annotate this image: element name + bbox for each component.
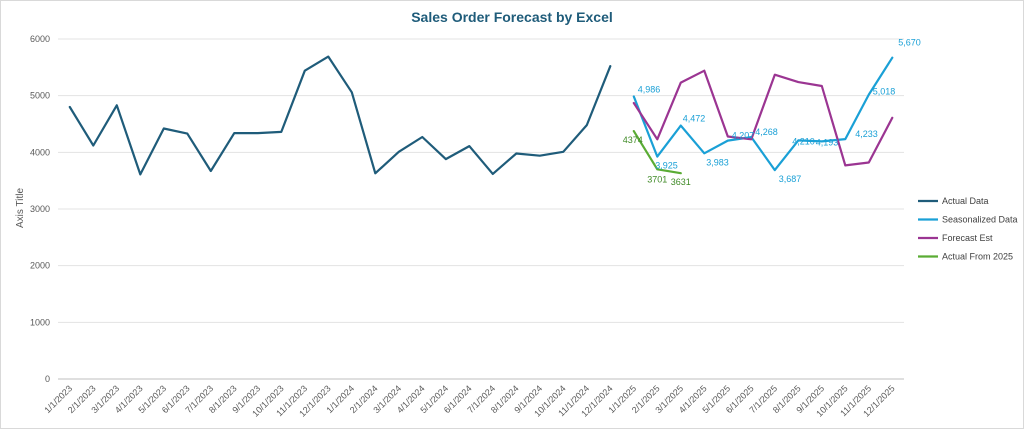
data-label-seasonalized: 5,670 xyxy=(898,38,921,48)
data-label-seasonalized: 4,210 xyxy=(792,136,815,146)
legend-label: Actual From 2025 xyxy=(942,252,1013,262)
series-lines xyxy=(68,55,894,176)
series-line-1 xyxy=(632,56,894,172)
x-axis-ticks: 1/1/20232/1/20233/1/20234/1/20235/1/2023… xyxy=(42,383,896,418)
data-label-seasonalized: 4,193 xyxy=(816,137,839,147)
data-labels: 4,986 3,925 4,472 3,983 4,207 4,268 3,687 4,210… xyxy=(623,38,921,188)
data-label-seasonalized: 3,687 xyxy=(779,174,802,184)
y-tick-label: 6000 xyxy=(30,34,50,44)
series-line-2 xyxy=(632,69,894,167)
y-tick-label: 4000 xyxy=(30,147,50,157)
y-tick-label: 1000 xyxy=(30,317,50,327)
data-label-seasonalized: 4,233 xyxy=(855,129,878,139)
gridlines xyxy=(58,38,904,380)
data-label-actual-2025: 3701 xyxy=(647,174,667,184)
data-label-seasonalized: 4,472 xyxy=(683,114,706,124)
y-tick-label: 3000 xyxy=(30,204,50,214)
y-axis-ticks: 0 1000 2000 3000 4000 5000 6000 xyxy=(30,34,50,384)
data-label-actual-2025: 3631 xyxy=(671,177,691,187)
legend-label: Seasonalized Data xyxy=(942,215,1018,225)
legend-label: Forecast Est xyxy=(942,233,993,243)
data-label-actual-2025: 4374 xyxy=(623,135,643,145)
data-label-seasonalized: 4,986 xyxy=(638,84,661,94)
data-label-seasonalized: 3,983 xyxy=(706,157,729,167)
y-tick-label: 5000 xyxy=(30,91,50,101)
y-axis-title: Axis Title xyxy=(15,188,26,228)
legend: Actual Data Seasonalized Data Forecast Est… xyxy=(918,196,1018,262)
y-tick-label: 0 xyxy=(45,374,50,384)
data-label-seasonalized: 4,207 xyxy=(732,131,755,141)
data-label-seasonalized: 4,268 xyxy=(755,127,778,137)
series-line-0 xyxy=(68,55,612,176)
y-tick-label: 2000 xyxy=(30,261,50,271)
chart-title: Sales Order Forecast by Excel xyxy=(411,9,613,25)
series-line-3 xyxy=(632,130,682,175)
data-label-seasonalized: 3,925 xyxy=(655,161,678,171)
legend-label: Actual Data xyxy=(942,196,989,206)
data-label-seasonalized: 5,018 xyxy=(873,87,896,97)
